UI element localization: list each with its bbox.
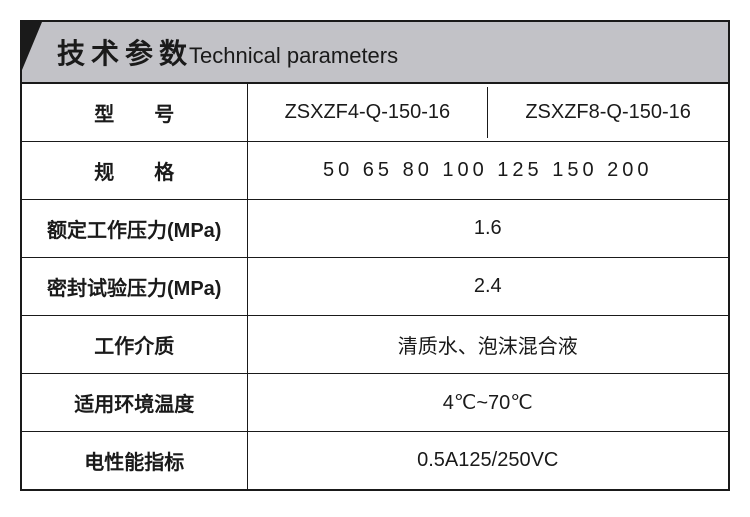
table-row: 电性能指标0.5A125/250VC [22, 432, 728, 490]
row-value: 4℃~70℃ [247, 374, 728, 432]
split-left-value: ZSXZF4-Q-150-16 [248, 87, 489, 138]
table-row: 规 格50 65 80 100 125 150 200 [22, 142, 728, 200]
split-right-value: ZSXZF8-Q-150-16 [488, 87, 728, 138]
row-value: 清质水、泡沫混合液 [247, 316, 728, 374]
row-label: 规 格 [22, 142, 247, 200]
title-chinese: 技术参数 [57, 38, 193, 69]
row-value: 0.5A125/250VC [247, 432, 728, 490]
split-container: ZSXZF4-Q-150-16ZSXZF8-Q-150-16 [248, 87, 729, 138]
row-value: 50 65 80 100 125 150 200 [247, 142, 728, 200]
title-english: Technical parameters [189, 43, 398, 68]
row-label: 型 号 [22, 84, 247, 142]
spec-table: 型 号ZSXZF4-Q-150-16ZSXZF8-Q-150-16规 格50 6… [22, 84, 728, 489]
header-text: 技术参数Technical parameters [42, 32, 398, 72]
row-label: 密封试验压力(MPa) [22, 258, 247, 316]
table-row: 适用环境温度4℃~70℃ [22, 374, 728, 432]
row-label: 额定工作压力(MPa) [22, 200, 247, 258]
table-header: 技术参数Technical parameters [22, 22, 728, 84]
row-value: 1.6 [247, 200, 728, 258]
table-row: 密封试验压力(MPa)2.4 [22, 258, 728, 316]
row-label: 适用环境温度 [22, 374, 247, 432]
row-label: 工作介质 [22, 316, 247, 374]
row-value: ZSXZF4-Q-150-16ZSXZF8-Q-150-16 [247, 84, 728, 142]
table-row: 型 号ZSXZF4-Q-150-16ZSXZF8-Q-150-16 [22, 84, 728, 142]
table-row: 额定工作压力(MPa)1.6 [22, 200, 728, 258]
spec-table-container: 技术参数Technical parameters 型 号ZSXZF4-Q-150… [20, 20, 730, 491]
row-value: 2.4 [247, 258, 728, 316]
table-row: 工作介质清质水、泡沫混合液 [22, 316, 728, 374]
row-label: 电性能指标 [22, 432, 247, 490]
